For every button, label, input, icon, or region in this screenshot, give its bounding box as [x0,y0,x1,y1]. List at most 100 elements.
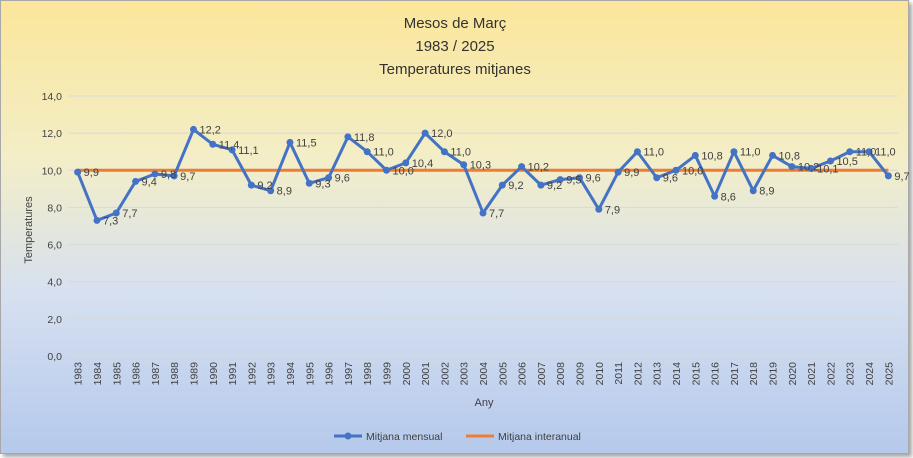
data-point-mensual [884,172,892,180]
data-label-mensual: 10,8 [779,150,800,162]
data-label-mensual: 12,0 [431,128,452,140]
x-tick-label: 2012 [632,362,644,386]
data-label-mensual: 10,5 [836,156,857,168]
x-tick-label: 2018 [748,362,760,386]
data-label-mensual: 11,0 [875,147,896,159]
data-point-mensual [247,181,255,189]
data-label-mensual: 9,8 [161,169,176,181]
data-point-mensual [228,146,236,154]
x-tick-label: 2007 [536,362,548,386]
x-tick-label: 2011 [613,362,625,385]
data-point-mensual [653,174,661,182]
data-point-mensual [421,129,429,137]
data-label-mensual: 9,9 [624,167,639,179]
chart-title-line-1: Mesos de Març [404,15,507,32]
data-point-mensual [595,205,603,213]
x-tick-label: 1994 [285,362,297,386]
x-tick-label: 1996 [324,362,336,386]
data-point-mensual [576,174,584,182]
x-tick-label: 2009 [575,362,587,386]
data-point-mensual [498,181,506,189]
x-tick-label: 2014 [671,362,683,386]
data-label-mensual: 9,3 [315,178,330,190]
x-tick-label: 2015 [690,362,702,386]
x-tick-label: 2020 [787,362,799,386]
data-point-mensual [189,125,197,133]
x-tick-label: 2000 [401,362,413,386]
x-tick-label: 2023 [845,362,857,386]
x-tick-label: 2025 [883,362,895,386]
y-tick-label: 14,0 [42,91,63,103]
data-label-mensual: 10,4 [412,158,433,170]
data-point-mensual [672,166,680,174]
data-point-mensual [633,148,641,156]
x-tick-label: 2002 [439,362,451,386]
data-point-mensual [151,170,159,178]
x-tick-label: 1998 [362,362,374,386]
x-tick-label: 1990 [208,362,220,386]
data-point-mensual [305,179,313,187]
data-label-mensual: 9,7 [180,171,195,183]
data-point-mensual [691,151,699,159]
data-label-mensual: 9,2 [257,180,272,192]
data-label-mensual: 10,2 [798,162,819,174]
x-tick-label: 1989 [188,362,200,386]
data-label-mensual: 10,2 [528,162,549,174]
x-tick-label: 2004 [478,362,490,386]
data-labels: 9,9 7,3 7,7 9,4 9,8 9,7 12,2 11,411,1 9,2 8,9 11,5… [84,124,910,227]
data-point-mensual [537,181,545,189]
chart-title-line-3: Temperatures mitjanes [379,61,531,78]
data-point-mensual [112,209,120,217]
x-tick-label: 1986 [131,362,143,386]
x-tick-label: 1993 [266,362,278,386]
data-point-mensual [402,159,410,167]
data-label-mensual: 10,3 [470,160,491,172]
x-tick-label: 2024 [864,362,876,386]
data-point-mensual [730,148,738,156]
data-point-mensual [846,148,854,156]
data-label-mensual: 7,7 [489,208,504,220]
data-point-mensual [711,192,719,200]
data-label-mensual: 9,7 [894,171,909,183]
data-point-mensual [788,163,796,171]
data-label-mensual: 10,8 [701,150,722,162]
data-point-mensual [209,140,217,148]
data-label-mensual: 10,0 [392,165,413,177]
x-tick-label: 2022 [825,362,837,386]
data-label-mensual: 8,9 [277,186,292,198]
data-point-mensual [267,187,275,195]
x-tick-label: 2001 [420,362,432,386]
legend-label-mensual: Mitjana mensual [366,431,442,443]
x-tick-label: 2021 [806,362,818,386]
x-tick-label: 1988 [169,362,181,386]
series [74,125,892,224]
legend: Mitjana mensual Mitjana interanual [334,431,581,443]
data-point-mensual [74,168,82,176]
data-label-mensual: 8,6 [721,191,736,203]
x-tick-label: 2006 [517,362,529,386]
x-tick-label: 1992 [246,362,258,386]
data-point-mensual [826,157,834,165]
x-tick-label: 2013 [652,362,664,386]
y-tick-label: 2,0 [47,314,62,326]
x-tick-label: 1985 [111,362,123,386]
legend-label-interanual: Mitjana interanual [498,431,581,443]
data-point-mensual [460,161,468,169]
y-axis-ticks: 0,0 2,0 4,0 6,0 8,0 10,0 12,0 14,0 [42,91,63,363]
x-tick-label: 1983 [73,362,85,386]
data-point-mensual [325,174,333,182]
y-axis-title: Temperatures [23,196,35,264]
data-label-mensual: 9,9 [84,167,99,179]
data-label-mensual: 9,4 [142,176,157,188]
series-line-mensual [76,127,890,222]
data-label-mensual: 7,3 [103,215,118,227]
x-tick-label: 1991 [227,362,239,386]
y-tick-label: 10,0 [42,165,63,177]
data-label-mensual: 11,0 [450,147,471,159]
legend-marker-mensual [344,432,352,440]
chart-title-line-2: 1983 / 2025 [415,38,494,55]
data-label-mensual: 10,1 [817,163,838,175]
data-point-mensual [556,176,564,184]
data-label-mensual: 11,1 [238,145,259,157]
data-label-mensual: 11,0 [856,147,877,159]
